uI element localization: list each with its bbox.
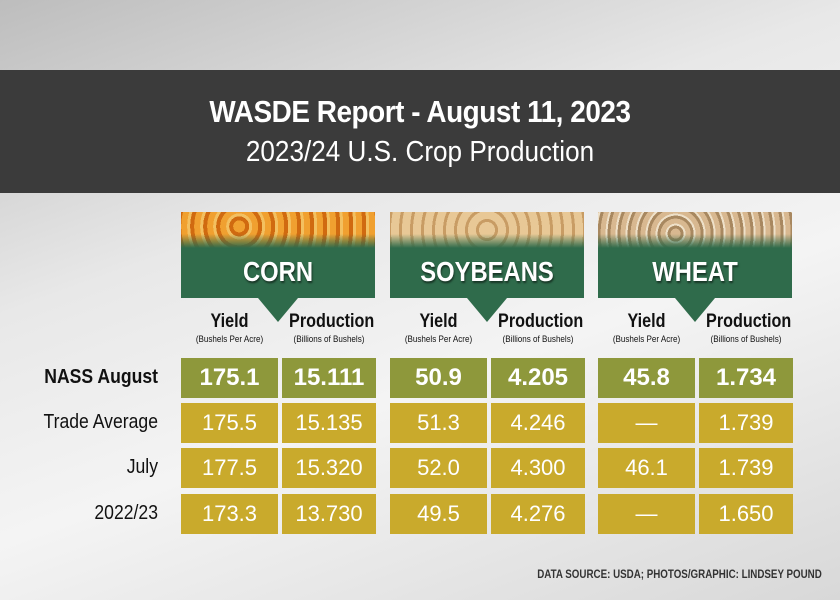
column-unit: (Bushels Per Acre) xyxy=(404,334,473,345)
crop-header-wheat: WHEAT xyxy=(598,212,792,322)
row-label: 2022/23 xyxy=(94,502,158,524)
column-unit: (Billions of Bushels) xyxy=(293,334,365,345)
table-cell: 1.734 xyxy=(699,358,793,398)
table-cell: 46.1 xyxy=(598,448,695,488)
table-cell: 4.276 xyxy=(491,494,585,534)
row-label: NASS August xyxy=(44,366,158,388)
table-cell: 173.3 xyxy=(181,494,278,534)
column-unit: (Bushels Per Acre) xyxy=(612,334,681,345)
table-cell: 1.739 xyxy=(699,448,793,488)
table-cell: 52.0 xyxy=(390,448,487,488)
column-header: Yield (Bushels Per Acre) xyxy=(598,311,695,345)
photo-fade xyxy=(598,234,792,248)
table-cell: 15.135 xyxy=(282,403,376,443)
row-label: Trade Average xyxy=(43,411,158,433)
report-title: WASDE Report - August 11, 2023 xyxy=(209,94,631,129)
column-header: Production (Billions of Bushels) xyxy=(282,311,376,345)
crop-header-soybeans: SOYBEANS xyxy=(390,212,584,322)
column-label: Production xyxy=(498,311,584,332)
table-cell: 13.730 xyxy=(282,494,376,534)
photo-fade xyxy=(181,234,375,248)
corn-kernels-photo xyxy=(181,212,375,248)
pointer-arrow-icon xyxy=(675,298,715,322)
column-header: Yield (Bushels Per Acre) xyxy=(390,311,487,345)
crop-name: WHEAT xyxy=(652,256,738,287)
table-cell: — xyxy=(598,494,695,534)
table-cell: 4.300 xyxy=(491,448,585,488)
report-subtitle: 2023/24 U.S. Crop Production xyxy=(245,136,595,168)
table-cell: — xyxy=(598,403,695,443)
crop-name: SOYBEANS xyxy=(420,256,554,287)
column-label: Yield xyxy=(210,311,249,332)
column-header: Production (Billions of Bushels) xyxy=(491,311,585,345)
wheat-kernels-photo xyxy=(598,212,792,248)
table-cell: 51.3 xyxy=(390,403,487,443)
table-cell: 177.5 xyxy=(181,448,278,488)
row-label: July xyxy=(126,456,158,478)
column-label: Production xyxy=(289,311,375,332)
table-cell: 49.5 xyxy=(390,494,487,534)
soybeans-photo xyxy=(390,212,584,248)
table-cell: 175.1 xyxy=(181,358,278,398)
source-credit: DATA SOURCE: USDA; PHOTOS/GRAPHIC: LINDS… xyxy=(537,569,822,581)
crop-header-corn: CORN xyxy=(181,212,375,322)
table-cell: 50.9 xyxy=(390,358,487,398)
column-unit: (Billions of Bushels) xyxy=(502,334,574,345)
column-header: Yield (Bushels Per Acre) xyxy=(181,311,278,345)
table-cell: 4.205 xyxy=(491,358,585,398)
crop-name: CORN xyxy=(242,256,314,287)
pointer-arrow-icon xyxy=(467,298,507,322)
column-header: Production (Billions of Bushels) xyxy=(699,311,793,345)
table-cell: 1.739 xyxy=(699,403,793,443)
table-cell: 15.320 xyxy=(282,448,376,488)
table-cell: 175.5 xyxy=(181,403,278,443)
table-cell: 1.650 xyxy=(699,494,793,534)
column-label: Yield xyxy=(627,311,666,332)
column-unit: (Bushels Per Acre) xyxy=(195,334,264,345)
column-unit: (Billions of Bushels) xyxy=(710,334,782,345)
photo-fade xyxy=(390,234,584,248)
table-cell: 45.8 xyxy=(598,358,695,398)
table-cell: 15.111 xyxy=(282,358,376,398)
pointer-arrow-icon xyxy=(258,298,298,322)
column-label: Production xyxy=(706,311,792,332)
table-cell: 4.246 xyxy=(491,403,585,443)
title-band: WASDE Report - August 11, 2023 2023/24 U… xyxy=(0,70,840,193)
column-label: Yield xyxy=(419,311,458,332)
